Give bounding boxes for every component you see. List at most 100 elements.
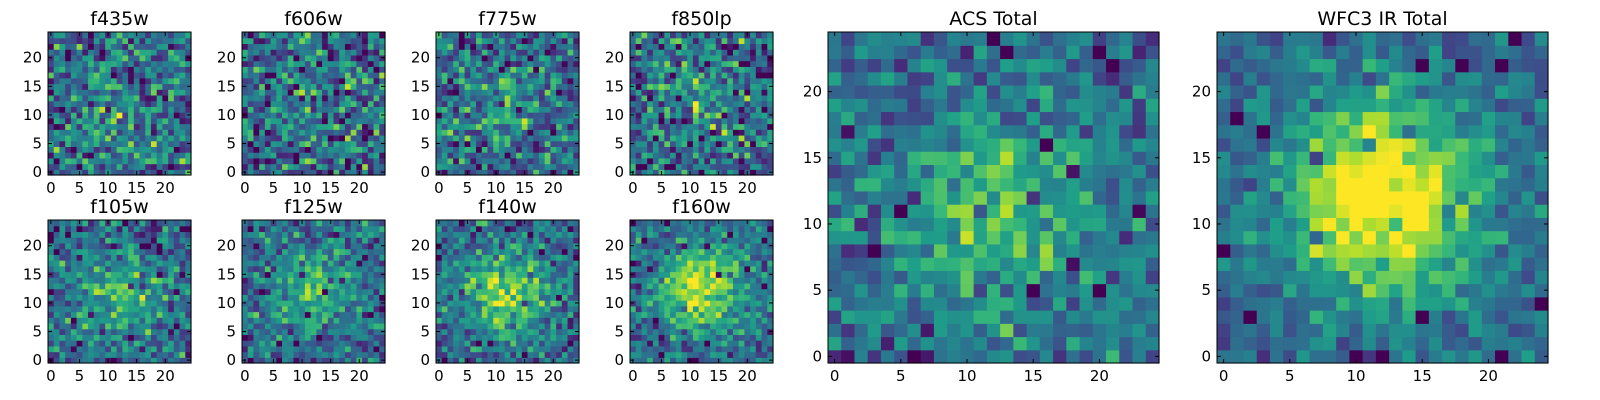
heatmap-cell	[510, 322, 517, 330]
heatmap-cell	[561, 242, 569, 250]
heatmap-cell	[732, 140, 740, 147]
heatmap-cell	[516, 134, 523, 142]
heatmap-cell	[738, 49, 745, 56]
heatmap-cell	[344, 106, 352, 113]
heatmap-cell	[253, 157, 260, 165]
heatmap-cell	[704, 123, 711, 130]
heatmap-cell	[476, 317, 483, 324]
heatmap-cell	[48, 305, 55, 313]
heatmap-cell	[48, 340, 55, 347]
heatmap-cell	[65, 231, 72, 238]
heatmap-cell	[282, 112, 289, 119]
heatmap-cell	[362, 43, 369, 50]
heatmap-cell	[88, 345, 95, 353]
heatmap-cell	[316, 277, 323, 284]
heatmap-cell	[533, 271, 540, 278]
heatmap-cell	[493, 83, 500, 90]
heatmap-cell	[145, 340, 152, 347]
heatmap-cell	[681, 89, 688, 96]
heatmap-cell	[715, 328, 723, 335]
heatmap-cell	[93, 220, 101, 227]
heatmap-cell	[498, 248, 506, 255]
heatmap-cell	[698, 288, 705, 295]
heatmap-cell	[110, 123, 118, 130]
heatmap-cell	[487, 305, 494, 313]
heatmap-cell	[744, 328, 751, 335]
heatmap-cell	[310, 89, 317, 96]
heatmap-cell	[516, 317, 523, 324]
heatmap-cell	[322, 134, 329, 142]
heatmap-cell	[316, 94, 323, 102]
heatmap-cell	[550, 254, 557, 261]
heatmap-cell	[470, 106, 477, 113]
heatmap-cell	[755, 100, 763, 107]
heatmap-cell	[344, 169, 352, 176]
heatmap-cell	[339, 43, 346, 50]
heatmap-cell	[715, 89, 723, 96]
heatmap-cell	[527, 77, 534, 85]
heatmap-cell	[652, 300, 660, 307]
heatmap-cell	[544, 220, 551, 227]
y-tick-label: 20	[605, 49, 624, 67]
heatmap-cell	[698, 277, 705, 284]
heatmap-cell	[567, 277, 574, 284]
heatmap-cell	[327, 300, 335, 307]
heatmap-cell	[299, 260, 306, 267]
heatmap-cell	[567, 106, 574, 113]
heatmap-cell	[344, 83, 352, 90]
heatmap-cell	[715, 106, 723, 113]
heatmap-cell	[70, 340, 78, 347]
heatmap-cell	[48, 134, 55, 142]
heatmap-cell	[441, 152, 449, 159]
x-tick-label: 15	[127, 367, 146, 385]
heatmap-cell	[276, 163, 283, 170]
heatmap-cell	[447, 351, 454, 358]
heatmap-cell	[761, 340, 768, 347]
heatmap-cell	[675, 54, 683, 62]
heatmap-cell	[544, 112, 551, 119]
heatmap-cell	[498, 72, 506, 79]
heatmap-cell	[704, 340, 711, 347]
heatmap-cell	[670, 54, 677, 62]
heatmap-cell	[510, 169, 517, 176]
heatmap-cell	[715, 152, 723, 159]
heatmap-cell	[658, 134, 665, 142]
heatmap-cell	[373, 265, 380, 273]
heatmap-cell	[761, 294, 768, 301]
heatmap-cell	[487, 311, 494, 318]
heatmap-cell	[761, 77, 768, 85]
heatmap-cell	[721, 300, 728, 307]
heatmap-cell	[573, 100, 580, 107]
heatmap-cell	[367, 157, 375, 165]
heatmap-cell	[641, 54, 648, 62]
heatmap-cell	[247, 288, 255, 295]
heatmap-cell	[481, 54, 489, 62]
heatmap-cell	[264, 328, 272, 335]
heatmap-cell	[453, 157, 460, 165]
heatmap-cell	[635, 311, 643, 318]
heatmap-cell	[533, 89, 540, 96]
heatmap-cell	[173, 288, 181, 295]
heatmap-cell	[715, 49, 723, 56]
heatmap-cell	[299, 351, 306, 358]
heatmap-cell	[168, 282, 175, 290]
heatmap-cell	[464, 351, 471, 358]
heatmap-cell	[721, 317, 728, 324]
heatmap-cell	[498, 117, 506, 125]
heatmap-cell	[504, 83, 511, 90]
heatmap-cell	[567, 94, 574, 102]
heatmap-cell	[761, 123, 768, 130]
heatmap-cell	[367, 357, 375, 364]
heatmap-cell	[299, 282, 306, 290]
heatmap-cell	[310, 340, 317, 347]
heatmap-cell	[476, 157, 483, 165]
panel-title: f606w	[284, 8, 343, 30]
heatmap-cell	[293, 277, 300, 284]
heatmap-cell	[544, 49, 551, 56]
heatmap-cell	[70, 49, 78, 56]
heatmap-cell	[293, 345, 300, 353]
heatmap-cell	[259, 117, 266, 125]
heatmap-cell	[761, 134, 768, 142]
heatmap-cell	[521, 106, 529, 113]
heatmap-cell	[110, 345, 118, 353]
